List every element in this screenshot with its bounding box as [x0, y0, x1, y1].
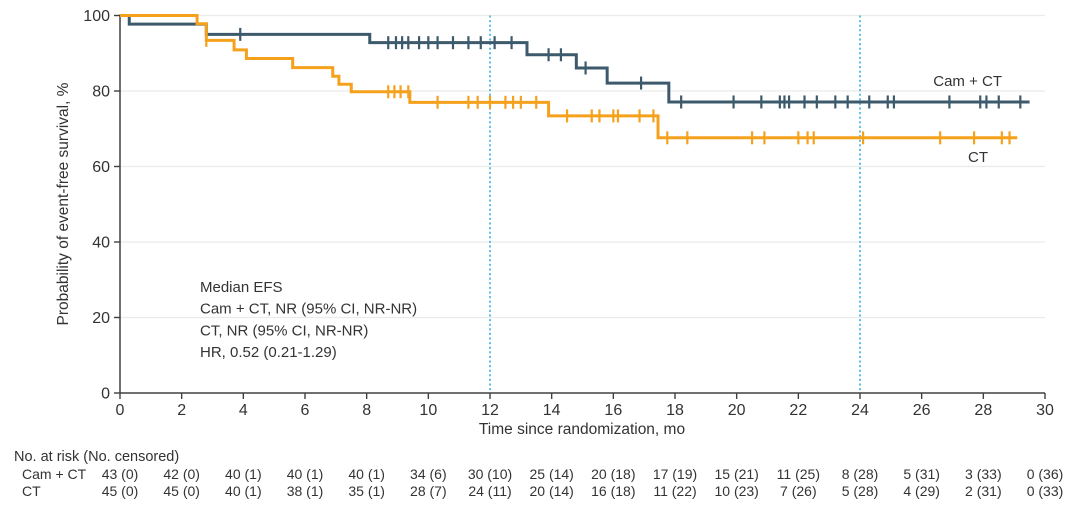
y-tick-label-0: 0: [101, 386, 110, 403]
risk-value: 25 (14): [529, 466, 573, 482]
risk-value: 16 (18): [591, 483, 635, 499]
x-tick-label-18: 18: [666, 402, 684, 419]
y-tick-label-100: 100: [83, 8, 110, 25]
risk-row-label-ct: CT: [22, 483, 41, 499]
risk-value: 0 (33): [1027, 483, 1064, 499]
x-tick-label-26: 26: [913, 402, 931, 419]
risk-value: 38 (1): [287, 483, 324, 499]
risk-value: 40 (1): [225, 483, 262, 499]
risk-value: 8 (28): [842, 466, 879, 482]
risk-value: 11 (22): [653, 483, 696, 499]
reference-lines: [489, 15, 861, 393]
y-tick-label-80: 80: [92, 84, 110, 101]
annotation-line-1: Median EFS: [200, 279, 283, 296]
y-tick-label-60: 60: [92, 159, 110, 176]
risk-value: 35 (1): [348, 483, 385, 499]
risk-value: 17 (19): [653, 466, 697, 482]
risk-value: 20 (14): [529, 483, 573, 499]
risk-value: 11 (25): [777, 466, 820, 482]
risk-value: 10 (23): [714, 483, 758, 499]
annotation-line-4: HR, 0.52 (0.21-1.29): [200, 344, 337, 361]
risk-value: 2 (31): [965, 483, 1002, 499]
x-tick-label-10: 10: [419, 402, 437, 419]
median-efs-annotation: Median EFS Cam + CT, NR (95% CI, NR-NR) CT…: [200, 279, 417, 361]
risk-table-values: 43 (0) 42 (0) 40 (1) 40 (1) 40 (1) 34 (6) 30 (…: [102, 466, 1064, 499]
risk-value: 5 (31): [903, 466, 940, 482]
x-tick-label-0: 0: [116, 402, 125, 419]
risk-value: 3 (33): [965, 466, 1002, 482]
risk-value: 42 (0): [163, 466, 200, 482]
x-tick-label-4: 4: [239, 402, 248, 419]
risk-value: 45 (0): [163, 483, 200, 499]
risk-row-label-cam-ct: Cam + CT: [22, 466, 87, 482]
curve-label-cam-ct: Cam + CT: [933, 73, 1002, 90]
risk-value: 20 (18): [591, 466, 635, 482]
risk-value: 28 (7): [410, 483, 447, 499]
curve-label-ct: CT: [968, 149, 988, 166]
risk-value: 40 (1): [225, 466, 262, 482]
risk-value: 15 (21): [714, 466, 758, 482]
x-axis-title: Time since randomization, mo: [479, 421, 685, 438]
gridlines: [120, 14, 1045, 319]
survival-curves: [120, 14, 1030, 145]
x-tick-label-24: 24: [851, 402, 869, 419]
risk-value: 40 (1): [348, 466, 385, 482]
risk-value: 34 (6): [410, 466, 447, 482]
risk-value: 0 (36): [1027, 466, 1064, 482]
risk-value: 5 (28): [842, 483, 879, 499]
x-tick-label-2: 2: [177, 402, 186, 419]
risk-value: 45 (0): [102, 483, 139, 499]
annotation-line-2: Cam + CT, NR (95% CI, NR-NR): [200, 301, 417, 318]
risk-value: 30 (10): [468, 466, 512, 482]
y-axis-title: Probability of event-free survival, %: [55, 82, 72, 325]
number-at-risk-table: No. at risk (No. censored) Cam + CT CT 4…: [14, 449, 1063, 499]
risk-value: 7 (26): [780, 483, 817, 499]
x-tick-label-8: 8: [362, 402, 371, 419]
x-tick-label-20: 20: [728, 402, 746, 419]
risk-value: 4 (29): [903, 483, 940, 499]
y-tick-label-20: 20: [92, 310, 110, 327]
x-tick-label-22: 22: [789, 402, 807, 419]
curve-cam-ct: [120, 14, 1030, 104]
risk-value: 24 (11): [468, 483, 511, 499]
risk-value: 43 (0): [102, 466, 139, 482]
risk-value: 40 (1): [287, 466, 324, 482]
x-tick-label-12: 12: [481, 402, 499, 419]
x-tick-label-14: 14: [543, 402, 561, 419]
x-tick-label-6: 6: [301, 402, 310, 419]
y-tick-label-40: 40: [92, 235, 110, 252]
x-tick-label-16: 16: [604, 402, 622, 419]
risk-table-header: No. at risk (No. censored): [14, 449, 179, 465]
x-tick-label-28: 28: [974, 402, 992, 419]
annotation-line-3: CT, NR (95% CI, NR-NR): [200, 322, 368, 339]
x-tick-label-30: 30: [1036, 402, 1054, 419]
